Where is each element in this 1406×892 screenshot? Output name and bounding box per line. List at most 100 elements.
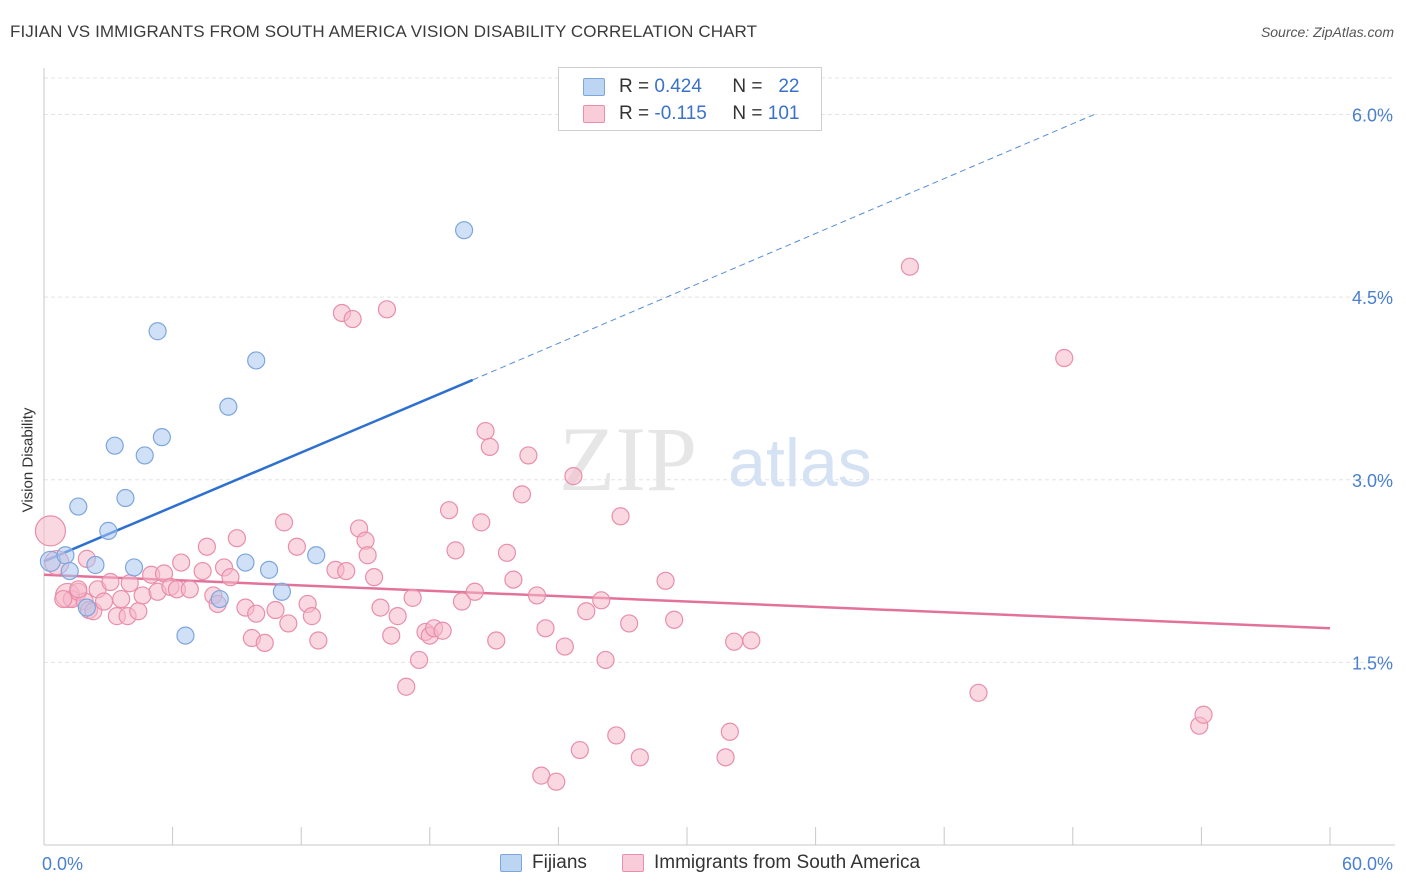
data-point: [172, 553, 191, 572]
data-point: [227, 529, 246, 548]
data-point: [577, 602, 596, 621]
bottom-legend-fijians: Fijians: [500, 852, 587, 874]
legend-r-label: R =: [619, 76, 650, 97]
data-point: [382, 626, 401, 645]
data-point: [742, 631, 761, 650]
data-point: [129, 602, 148, 621]
data-point: [592, 591, 611, 610]
data-point: [439, 501, 459, 520]
data-point: [472, 513, 491, 532]
data-point: [176, 626, 195, 645]
data-point: [302, 607, 322, 626]
data-point: [656, 571, 675, 590]
data-point: [152, 428, 171, 447]
data-point: [247, 604, 266, 623]
data-point: [77, 598, 96, 617]
data-point: [56, 546, 75, 565]
bottom-legend-label-fijians: Fijians: [532, 852, 587, 873]
data-point: [116, 488, 135, 508]
legend-n-label: N =: [732, 76, 763, 97]
data-point: [465, 582, 484, 601]
data-point: [221, 568, 240, 587]
watermark: ZIP atlas: [559, 408, 872, 510]
data-point: [343, 309, 362, 329]
data-point: [135, 446, 154, 465]
data-point: [60, 561, 79, 581]
legend-row-immigrants: R = -0.115 N = 101: [559, 101, 799, 127]
legend-swatch-immigrants: [583, 105, 605, 123]
trend-line-immigrants: [43, 573, 1331, 630]
data-point: [236, 553, 255, 572]
axes: [43, 68, 1395, 846]
data-point: [247, 351, 266, 370]
data-point: [403, 588, 422, 607]
data-point: [259, 560, 279, 579]
data-points: [34, 221, 1213, 791]
source-label: Source: ZipAtlas.com: [1260, 24, 1394, 40]
data-point: [86, 555, 105, 575]
y-axis-label: Vision Disability: [19, 407, 37, 513]
data-point: [519, 446, 538, 465]
data-point: [69, 497, 88, 516]
data-point: [725, 632, 744, 651]
data-point: [452, 592, 472, 611]
bottom-legend-immigrants: Immigrants from South America: [622, 852, 920, 874]
legend-n-value: 101: [767, 103, 800, 124]
data-point: [279, 614, 298, 633]
data-point: [570, 740, 589, 760]
chart-title: FIJIAN VS IMMIGRANTS FROM SOUTH AMERICA …: [10, 22, 758, 41]
data-point: [630, 748, 649, 767]
data-point: [148, 322, 167, 341]
data-point: [611, 507, 630, 526]
data-point: [69, 580, 88, 599]
y-tick-label: 1.5%: [1352, 653, 1393, 673]
data-point: [99, 521, 118, 540]
stats-legend: R = 0.424 N = 22 R = -0.115 N = 101: [558, 67, 822, 131]
data-point: [34, 515, 67, 547]
data-point: [476, 421, 495, 441]
data-point: [112, 589, 131, 609]
data-point: [337, 561, 356, 581]
data-point: [433, 621, 452, 640]
data-point: [219, 397, 238, 416]
data-point: [620, 614, 639, 633]
data-point: [409, 650, 429, 670]
data-point: [193, 561, 212, 581]
data-point: [454, 221, 474, 240]
data-point: [1055, 348, 1074, 368]
bottom-legend-label-immigrants: Immigrants from South America: [654, 852, 921, 873]
data-point: [536, 619, 555, 638]
legend-n-value: 22: [778, 76, 800, 97]
legend-r-label: R =: [619, 103, 650, 124]
data-point: [133, 586, 152, 605]
y-tick-label: 4.5%: [1352, 288, 1393, 308]
y-tick-label: 3.0%: [1352, 471, 1393, 491]
data-point: [497, 543, 517, 562]
data-point: [969, 683, 988, 702]
x-tick-label: 60.0%: [1342, 854, 1393, 874]
trend-lines: [43, 114, 1331, 630]
data-point: [596, 650, 615, 670]
legend-swatch-fijians: [583, 78, 605, 96]
watermark-zip: ZIP: [559, 408, 697, 510]
data-point: [272, 582, 292, 601]
data-point: [480, 437, 499, 456]
data-point: [309, 631, 328, 650]
data-point: [210, 589, 229, 609]
data-point: [371, 598, 390, 617]
legend-row-fijians: R = 0.424 N = 22: [559, 74, 799, 100]
watermark-atlas: atlas: [728, 425, 872, 501]
data-point: [607, 726, 626, 745]
data-point: [124, 558, 144, 577]
data-point: [665, 610, 684, 629]
data-point: [120, 574, 139, 593]
data-point: [307, 546, 326, 565]
bottom-legend-swatch-fijians: [500, 854, 522, 872]
data-point: [54, 589, 73, 609]
grid-lines: [44, 77, 1395, 663]
data-point: [364, 568, 384, 587]
data-point: [555, 637, 574, 656]
data-point: [101, 572, 120, 592]
data-point: [274, 513, 294, 532]
